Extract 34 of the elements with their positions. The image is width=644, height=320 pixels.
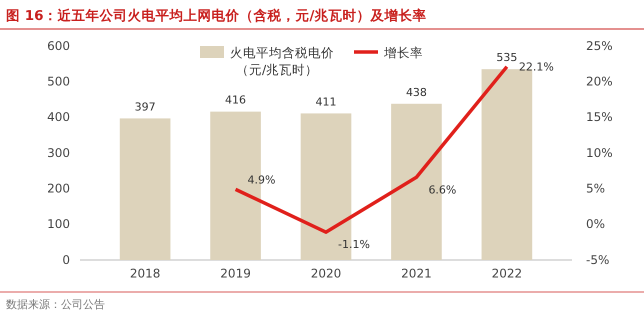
data-label: 397 bbox=[134, 100, 156, 114]
y2-tick-label: 20% bbox=[586, 74, 613, 89]
data-label: 438 bbox=[406, 86, 427, 99]
chart-title: 图 16：近五年公司火电平均上网电价（含税，元/兆瓦时）及增长率 bbox=[6, 7, 426, 24]
y2-tick-label: 25% bbox=[586, 38, 613, 53]
y-tick-label: 100 bbox=[47, 217, 70, 232]
y-tick-label: 500 bbox=[47, 74, 70, 89]
y-tick-label: 200 bbox=[47, 182, 70, 196]
data-label: 535 bbox=[496, 51, 518, 64]
x-tick-label: 2018 bbox=[130, 266, 160, 281]
x-tick-label: 2019 bbox=[220, 266, 251, 281]
x-tick-label: 2021 bbox=[401, 266, 432, 281]
source-note: 数据来源：公司公告 bbox=[6, 298, 105, 311]
y-tick-label: 600 bbox=[47, 38, 70, 53]
y2-tick-label: 5% bbox=[586, 182, 606, 196]
y2-tick-label: 0% bbox=[586, 217, 606, 232]
x-tick-label: 2022 bbox=[492, 266, 522, 281]
y2-tick-label: 15% bbox=[586, 110, 613, 124]
data-label: 4.9% bbox=[248, 173, 276, 186]
data-label: 411 bbox=[316, 95, 336, 108]
y-tick-label: 300 bbox=[47, 146, 70, 160]
y-tick-label: 0 bbox=[62, 252, 70, 267]
legend-label: 火电平均含税电价（元/兆瓦时） bbox=[230, 45, 334, 77]
y2-tick-label: -5% bbox=[586, 252, 610, 267]
data-label: -1.1% bbox=[338, 238, 370, 252]
y2-tick-label: 10% bbox=[586, 146, 613, 160]
y-tick-label: 400 bbox=[47, 110, 70, 124]
legend-label: 增长率 bbox=[383, 45, 423, 60]
bar bbox=[120, 118, 170, 260]
data-label: 416 bbox=[225, 94, 246, 107]
data-label: 22.1% bbox=[518, 60, 554, 74]
data-label: 6.6% bbox=[428, 183, 456, 196]
x-tick-label: 2020 bbox=[310, 266, 342, 281]
bar bbox=[482, 69, 532, 260]
